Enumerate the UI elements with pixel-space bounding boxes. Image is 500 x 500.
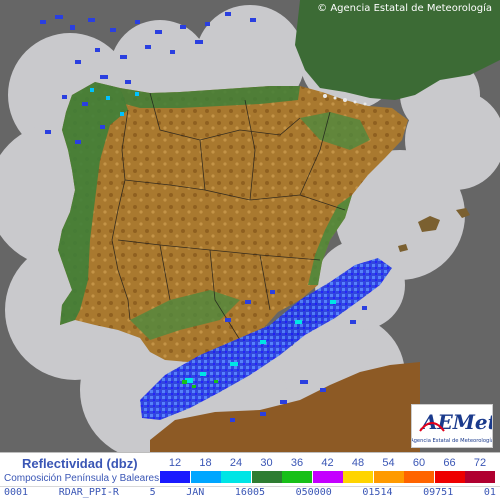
footer-segment: 0001 [4, 487, 29, 498]
legend-level-swatch [404, 471, 434, 483]
radar-map [0, 0, 500, 452]
legend-level-label: 36 [290, 457, 304, 469]
radar-echoes-south-core [185, 300, 336, 383]
ebro-valley [300, 112, 370, 150]
status-footer: 0001 RDAR_PPI-R 5 JAN 16005 050000 01514 09751 0… [0, 486, 500, 500]
legend-level-66: 66 [434, 456, 465, 483]
legend-level-swatch [312, 471, 343, 483]
legend-level-label: 72 [473, 457, 487, 469]
legend-level-54: 54 [373, 456, 404, 483]
footer-segment: 09751 [423, 487, 454, 498]
radar-echoes-northwest [40, 12, 256, 144]
footer-segment: 01 [483, 487, 496, 498]
legend-level-36: 36 [282, 456, 312, 483]
legend-level-30: 30 [251, 456, 282, 483]
legend-level-12: 12 [160, 456, 190, 483]
legend-level-swatch [373, 471, 404, 483]
radar-echoes-northwest-light [90, 88, 139, 116]
legend-subtitle: Composición Península y Baleares [4, 473, 160, 484]
balearic-islands [398, 208, 470, 252]
aemet-logo: AEMet Agencia Estatal de Meteorología [410, 404, 498, 448]
guadalquivir-valley [130, 290, 240, 340]
legend-level-label: 18 [199, 457, 212, 469]
footer-segment: 5 [149, 487, 156, 498]
copyright-notice: © Agencia Estatal de Meteorología [317, 3, 492, 14]
pyrenees-snow [323, 94, 367, 106]
legend-level-swatch [343, 471, 373, 483]
borders [111, 92, 346, 341]
radar-echoes-south-band [140, 258, 392, 420]
legend-level-swatch [160, 471, 190, 483]
footer-segment: JAN [186, 487, 205, 498]
legend-level-swatch [465, 471, 495, 483]
legend-level-label: 60 [412, 457, 426, 469]
legend-level-42: 42 [312, 456, 343, 483]
legend-level-label: 12 [168, 457, 182, 469]
radar-echoes-scattered [225, 290, 367, 422]
legend-level-label: 42 [321, 457, 334, 469]
legend-level-60: 60 [404, 456, 434, 483]
legend-level-72: 72 [465, 456, 495, 483]
legend-level-label: 30 [260, 457, 273, 469]
legend-scale: 12 18 24 30 36 42 48 54 60 66 72 [160, 456, 496, 484]
svg-text:Agencia Estatal de Meteorologí: Agencia Estatal de Meteorología [412, 437, 492, 444]
footer-segment: 01514 [362, 487, 393, 498]
north-africa-land [150, 362, 420, 452]
legend-level-label: 24 [229, 457, 243, 469]
legend-level-swatch [434, 471, 465, 483]
footer-segment: 050000 [295, 487, 332, 498]
legend-level-label: 54 [382, 457, 395, 469]
legend-level-swatch [190, 471, 221, 483]
france-land [295, 0, 500, 100]
legend-level-48: 48 [343, 456, 373, 483]
legend-level-18: 18 [190, 456, 221, 483]
legend-title: Reflectividad (dbz) [22, 456, 138, 471]
legend-level-label: 66 [443, 457, 456, 469]
legend-level-24: 24 [221, 456, 251, 483]
coastal-green-north [120, 86, 300, 108]
iberian-peninsula [58, 82, 408, 362]
svg-text:AEMet: AEMet [420, 410, 492, 434]
legend-level-swatch [251, 471, 282, 483]
legend-level-swatch [282, 471, 312, 483]
footer-segment: RDAR_PPI-R [58, 487, 119, 498]
footer-segment: 16005 [234, 487, 266, 498]
legend-level-label: 48 [351, 457, 365, 469]
aemet-logo-mark: AEMet Agencia Estatal de Meteorología [410, 410, 498, 444]
coastal-green-east [308, 195, 352, 285]
radar-echoes-south-green [182, 380, 218, 388]
legend: Reflectividad (dbz) Composición Penínsul… [0, 452, 500, 486]
legend-level-swatch [221, 471, 251, 483]
